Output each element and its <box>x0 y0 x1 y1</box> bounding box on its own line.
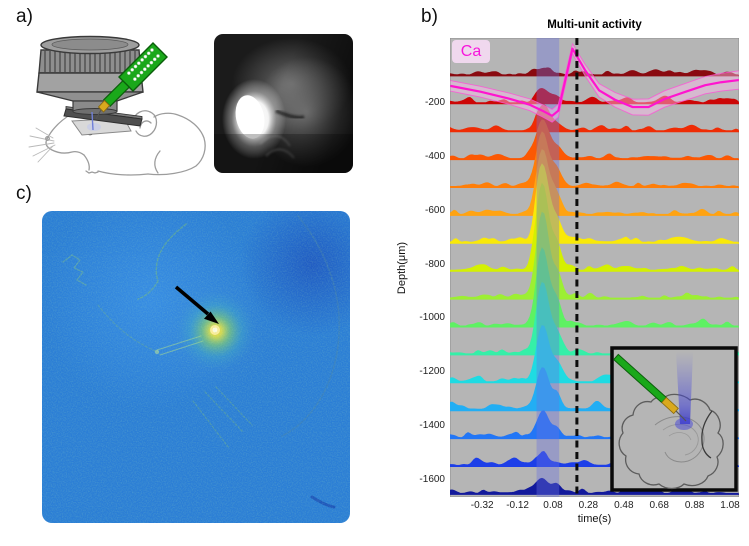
probe-inset <box>610 346 738 492</box>
x-tick-label: -0.32 <box>470 500 494 511</box>
mua-trace-depth-100 <box>450 67 739 77</box>
whiskers <box>28 127 56 163</box>
y-tick-label: -800 <box>424 258 445 270</box>
hotspot-arrow-icon <box>174 285 219 324</box>
panel-a-label: a) <box>16 6 33 27</box>
x-tick-label: 0.88 <box>684 500 705 511</box>
neuropixels-probe-icon <box>95 42 168 120</box>
panel-c-label: c) <box>16 183 32 204</box>
mua-trace-depth-400 <box>450 119 739 161</box>
fluorescence-heatmap <box>42 211 350 523</box>
x-tick-label: 0.28 <box>578 500 599 511</box>
time-axis-label: time(s) <box>577 513 612 525</box>
mua-trace-depth-300 <box>450 104 739 133</box>
y-tick-label: -1600 <box>419 473 445 485</box>
ca-trace <box>450 42 739 123</box>
y-tick-label: -400 <box>424 150 445 162</box>
brain-outline <box>618 393 724 490</box>
x-tick-label: 1.08 <box>720 500 740 511</box>
y-tick-label: -200 <box>424 97 445 108</box>
mua-trace-depth-500 <box>450 131 739 188</box>
mua-trace-depth-1000 <box>450 247 739 328</box>
x-tick-label: 0.08 <box>543 500 563 511</box>
mouse-lens-illustration <box>28 35 206 176</box>
y-tick-label: -600 <box>424 204 445 216</box>
y-tick-label: -1200 <box>419 366 445 378</box>
x-tick-label: 0.68 <box>649 500 669 511</box>
mua-trace-depth-900 <box>450 211 739 300</box>
laser-beam <box>676 352 693 424</box>
x-tick-label: 0.48 <box>614 500 634 511</box>
brain-surface-photo <box>214 34 353 173</box>
mua-trace-depth-600 <box>450 149 739 216</box>
mua-plot-title: Multi-unit activity <box>547 19 642 31</box>
mua-trace-depth-700 <box>450 163 739 244</box>
panel-b-label: b) <box>421 6 438 27</box>
mua-trace-depth-1600 <box>450 477 739 495</box>
stim-window-band <box>536 38 560 497</box>
y-tick-label: -1400 <box>419 420 445 432</box>
probe-contacts <box>127 48 160 81</box>
ca-badge: Ca <box>452 40 490 63</box>
mua-trace-depth-800 <box>450 182 739 272</box>
x-tick-label: -0.12 <box>506 500 529 511</box>
nose <box>45 136 50 141</box>
light-path <box>91 111 94 131</box>
mouse-drawing <box>28 110 206 176</box>
y-tick-label: -1000 <box>419 312 445 324</box>
mua-depth-plot <box>450 38 739 497</box>
